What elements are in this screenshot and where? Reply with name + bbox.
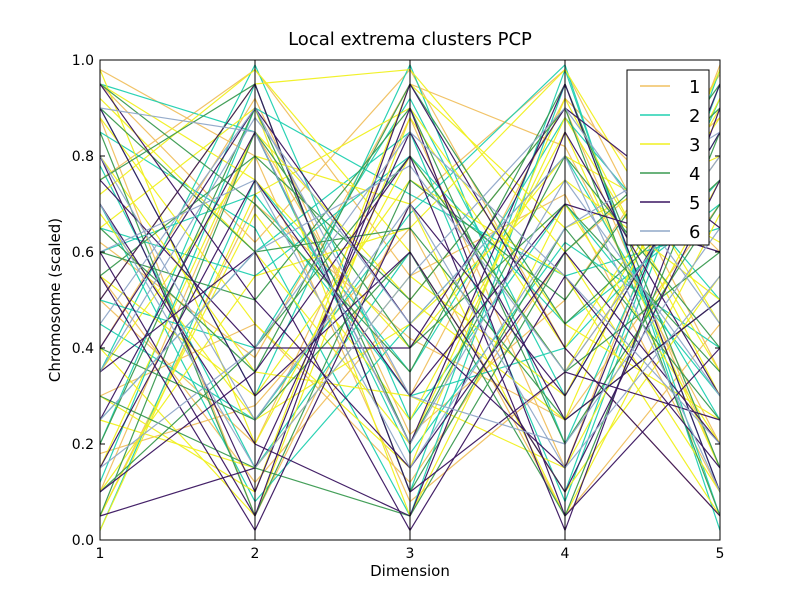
axis-ticks: 1 2 3 4 5 0.0 0.2 0.4 0.6 0.8 1.0 [72,53,725,562]
y-tick-label: 0.0 [72,533,94,549]
y-tick-label: 0.6 [72,245,94,261]
chart-title: Local extrema clusters PCP [288,29,532,50]
x-axis-label: Dimension [370,562,450,580]
legend: 1 2 3 4 5 6 [626,69,710,246]
y-axis-label: Chromosome (scaled) [46,218,64,382]
legend-label-3: 3 [689,135,700,156]
x-tick-label: 4 [561,546,570,562]
x-tick-label: 1 [96,546,105,562]
y-tick-label: 1.0 [72,53,94,69]
y-tick-label: 0.8 [72,149,94,165]
x-tick-label: 5 [716,546,725,562]
legend-box [626,69,710,246]
x-tick-label: 3 [406,546,415,562]
x-tick-label: 2 [251,546,260,562]
y-tick-label: 0.2 [72,437,94,453]
legend-label-5: 5 [689,193,700,214]
legend-label-2: 2 [689,106,700,127]
legend-label-4: 4 [689,164,700,185]
legend-label-1: 1 [689,77,700,98]
legend-label-6: 6 [689,222,700,243]
y-tick-label: 0.4 [72,341,94,357]
